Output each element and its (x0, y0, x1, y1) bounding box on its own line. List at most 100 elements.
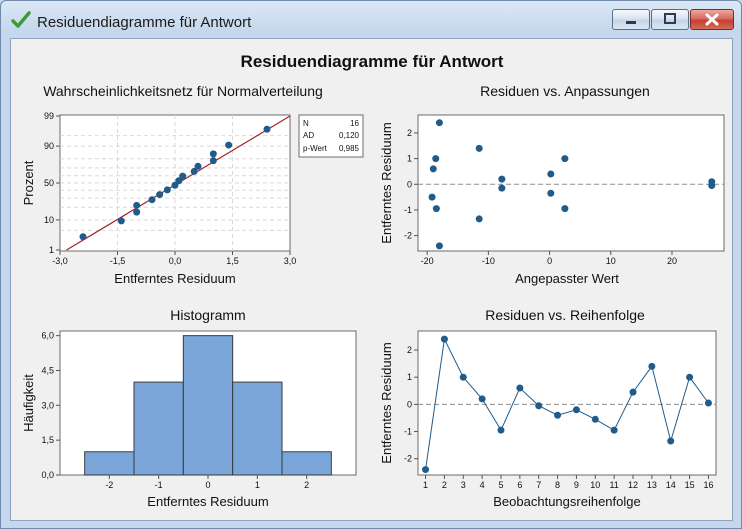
graph-area: Residuendiagramme für Antwort Wahrschein… (10, 38, 733, 521)
x-tick-label: 9 (574, 480, 579, 490)
x-tick-label: 16 (703, 480, 713, 490)
x-tick-label: 13 (647, 480, 657, 490)
data-point (572, 406, 580, 414)
x-tick-label: -3,0 (52, 256, 68, 266)
y-tick-label: 0,0 (41, 470, 54, 480)
data-point (225, 141, 233, 149)
stat-label-n: N (303, 119, 309, 128)
stat-value-n: 16 (350, 119, 359, 128)
y-tick-label: 0 (407, 179, 412, 189)
ylabel-order: Entferntes Residuum (379, 342, 394, 463)
y-tick-label: 2 (407, 345, 412, 355)
x-tick-label: 3 (461, 480, 466, 490)
x-tick-label: 10 (590, 480, 600, 490)
y-tick-label: 1 (407, 372, 412, 382)
data-point (610, 426, 618, 434)
data-point (561, 205, 569, 213)
data-point (209, 150, 217, 158)
x-tick-label: 12 (628, 480, 638, 490)
xlabel-fits: Angepasster Wert (515, 271, 619, 286)
plot-title-normal: Wahrscheinlichkeitsnetz für Normalvertei… (43, 83, 323, 99)
y-tick-label: -2 (404, 231, 412, 241)
maximize-button[interactable] (651, 9, 689, 30)
data-point (459, 373, 467, 381)
data-point (179, 172, 187, 180)
data-point (435, 119, 443, 127)
y-tick-label: 6,0 (41, 331, 54, 341)
data-point (475, 215, 483, 223)
x-tick-label: 1,5 (226, 256, 239, 266)
x-tick-label: 2 (442, 480, 447, 490)
title-bar[interactable]: Residuendiagramme für Antwort (1, 1, 741, 37)
x-tick-label: -1,5 (110, 256, 126, 266)
x-tick-label: 3,0 (284, 256, 297, 266)
x-tick-label: 0 (547, 256, 552, 266)
y-tick-label: 90 (44, 141, 54, 151)
stat-label-ad: AD (303, 131, 314, 140)
data-point (422, 466, 430, 474)
y-tick-label: 1 (407, 154, 412, 164)
minimize-icon (626, 21, 636, 24)
plot-frame-order (417, 330, 717, 476)
x-tick-label: -20 (421, 256, 434, 266)
data-point (547, 189, 555, 197)
panel-normal-probability: Wahrscheinlichkeitsnetz für Normalvertei… (21, 83, 364, 286)
histogram-bar (133, 381, 184, 476)
y-tick-label: 0 (407, 399, 412, 409)
ylabel-fits: Entferntes Residuum (379, 122, 394, 243)
panel-residuals-vs-fits: Residuen vs. Anpassungen -20 -10 0 10 20-2-1… (379, 83, 725, 286)
main-title: Residuendiagramme für Antwort (241, 52, 504, 71)
x-tick-label: 8 (555, 480, 560, 490)
data-point (156, 191, 164, 199)
close-icon (705, 13, 719, 26)
plot-title-histogram: Histogramm (170, 307, 245, 323)
x-tick-label: 14 (666, 480, 676, 490)
data-point (547, 170, 555, 178)
plot-frame-fits (417, 114, 725, 252)
histogram-bar (84, 451, 135, 476)
data-point (686, 373, 694, 381)
xlabel-order: Beobachtungsreihenfolge (493, 494, 640, 509)
y-tick-label: -1 (404, 205, 412, 215)
data-point (432, 205, 440, 213)
data-point (561, 155, 569, 163)
histogram-bar (232, 381, 283, 476)
minimize-button[interactable] (612, 9, 650, 30)
data-point (440, 335, 448, 343)
x-tick-label: 4 (480, 480, 485, 490)
data-point (209, 157, 217, 165)
y-tick-label: 50 (44, 178, 54, 188)
data-point (117, 217, 125, 225)
data-point (194, 162, 202, 170)
green-checkmark-icon (11, 11, 31, 28)
close-button[interactable] (690, 9, 734, 30)
data-point (667, 437, 675, 445)
x-tick-label: 2 (304, 480, 309, 490)
data-point (478, 395, 486, 403)
residual-plots: Residuendiagramme für Antwort Wahrschein… (21, 52, 725, 509)
data-point (554, 411, 562, 419)
restore-icon (664, 13, 676, 24)
data-point (133, 201, 141, 209)
data-point (432, 155, 440, 163)
histogram-bar (281, 451, 332, 476)
x-tick-label: 15 (685, 480, 695, 490)
panel-residuals-vs-order: Residuen vs. Reihenfolge 1 2 3 4 5 6 7 8 9 10 11 12… (379, 307, 717, 509)
x-tick-label: 0 (205, 480, 210, 490)
x-tick-label: 5 (498, 480, 503, 490)
stat-value-pvalue: 0,985 (339, 144, 360, 153)
histogram-bar (182, 335, 234, 476)
window-title: Residuendiagramme für Antwort (37, 14, 252, 31)
x-tick-label: -1 (155, 480, 163, 490)
data-point (148, 196, 156, 204)
data-point (428, 193, 436, 201)
data-point (516, 384, 524, 392)
order-series-line (425, 337, 709, 470)
x-tick-label: 20 (667, 256, 677, 266)
plot-title-fits: Residuen vs. Anpassungen (480, 83, 650, 99)
data-point (648, 362, 656, 370)
data-point (704, 399, 712, 407)
plot-title-order: Residuen vs. Reihenfolge (485, 307, 645, 323)
panel-histogram: Histogramm -2 -1 0 1 2 0,0 1,5 3,0 4,5 6,0 Entfer… (21, 307, 357, 509)
